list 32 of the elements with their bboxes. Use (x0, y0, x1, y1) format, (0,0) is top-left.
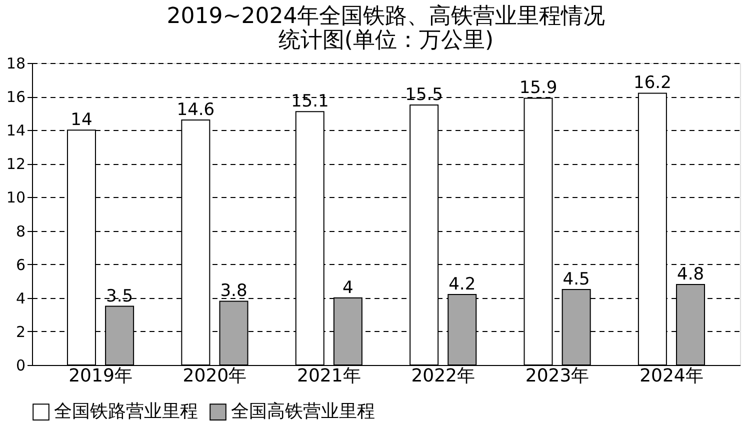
legend-label: 全国铁路营业里程 (54, 401, 198, 422)
data-label: 4 (342, 278, 354, 298)
data-label: 3.5 (106, 286, 134, 306)
x-tick-label: 2022年 (411, 366, 476, 386)
y-tick-label: 8 (16, 222, 26, 240)
x-tick-label: 2020年 (182, 366, 247, 386)
data-label: 14 (70, 110, 92, 130)
chart-title: 2019~2024年全国铁路、高铁营业里程情况 (166, 4, 606, 29)
data-label: 15.9 (519, 78, 558, 98)
x-tick-label: 2023年 (525, 366, 590, 386)
y-tick-label: 10 (6, 188, 26, 207)
y-tick-label: 2 (16, 322, 26, 341)
x-tick-label: 2024年 (640, 366, 704, 386)
data-label: 14.6 (176, 100, 215, 120)
y-tick-label: 14 (6, 122, 26, 140)
y-tick-label: 4 (16, 289, 26, 308)
data-label: 15.1 (290, 92, 329, 112)
y-tick-label: 6 (16, 256, 26, 274)
x-tick-label: 2019年 (68, 366, 132, 386)
data-label: 4.8 (676, 264, 704, 284)
legend-label: 全国高铁营业里程 (231, 401, 375, 422)
data-label: 15.5 (405, 84, 443, 105)
y-tick-label: 16 (6, 88, 26, 106)
chart-subtitle: 统计图(单位：万公里) (278, 28, 494, 53)
data-label: 4.2 (448, 274, 476, 295)
y-tick-label: 12 (6, 155, 26, 174)
data-label: 3.8 (220, 281, 248, 302)
y-tick-label: 18 (6, 54, 26, 72)
y-tick-label: 0 (16, 356, 26, 374)
data-label: 4.5 (562, 270, 590, 290)
data-label: 16.2 (634, 73, 672, 94)
x-tick-label: 2021年 (296, 366, 361, 386)
